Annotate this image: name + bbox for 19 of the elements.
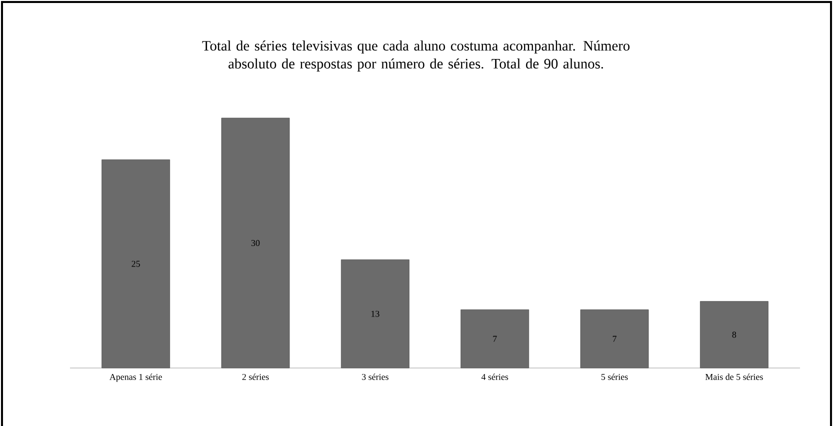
x-tick-label: Mais de 5 séries — [705, 374, 763, 380]
x-tick-label: 5 séries — [601, 374, 628, 380]
data-label: 7 — [493, 336, 497, 342]
data-label: 13 — [371, 310, 380, 317]
bar — [340, 259, 410, 368]
bar — [221, 118, 290, 368]
data-label: 25 — [132, 260, 140, 267]
bar — [460, 309, 530, 368]
x-tick-label: 4 séries — [481, 374, 508, 380]
data-label: 8 — [732, 332, 736, 338]
data-label: 30 — [251, 240, 260, 246]
x-tick-label: 2 séries — [242, 374, 269, 380]
chart-title: Total de séries televisivas que cada aluno costuma acompanhar. Número absoluto de respostas por número de séries. Total de 90 alunos. — [202, 40, 630, 72]
data-label: 7 — [612, 336, 616, 342]
bar — [700, 301, 768, 368]
bar — [102, 159, 170, 368]
x-tick-label: Apenas 1 série — [110, 374, 162, 382]
bar — [580, 309, 649, 368]
x-tick-label: 3 séries — [362, 374, 388, 380]
